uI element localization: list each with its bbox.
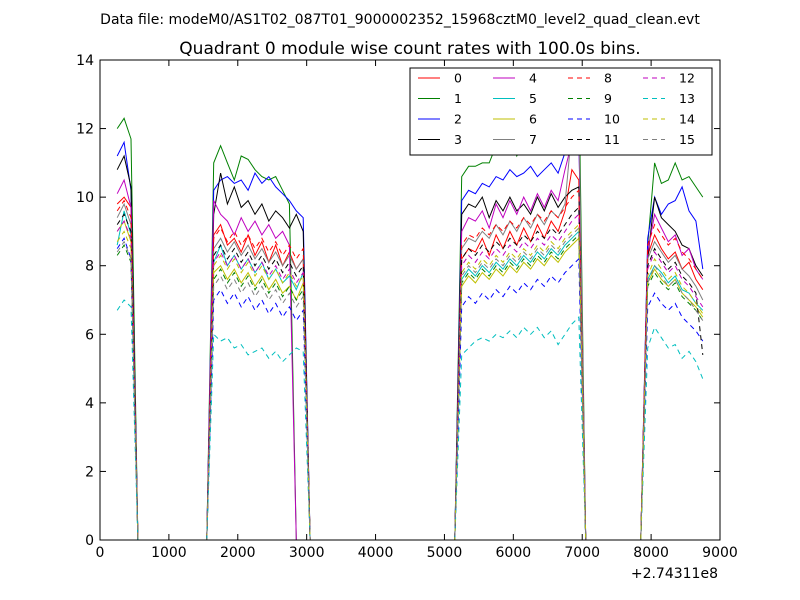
x-tick-label: 7000 [564,545,600,561]
legend-label-1: 1 [454,91,462,106]
legend-label-3: 3 [454,132,462,147]
y-tick-label: 12 [76,122,94,138]
legend-label-4: 4 [529,71,537,86]
series-line-14 [116,223,704,541]
series-line-6 [116,219,704,541]
legend-label-7: 7 [529,132,537,147]
x-tick-label: 4000 [358,545,394,561]
series-line-11 [116,206,704,541]
legend-label-8: 8 [604,71,612,86]
legend-label-0: 0 [454,71,462,86]
plot-frame [99,59,721,541]
series-line-8 [116,189,704,541]
legend-label-2: 2 [454,112,462,127]
legend-label-5: 5 [529,91,537,106]
y-tick-label: 6 [85,327,94,343]
x-tick-label: 1000 [151,545,187,561]
x-tick-label: 5000 [427,545,463,561]
legend-label-13: 13 [679,91,695,106]
legend-label-12: 12 [679,71,695,86]
series-line-2 [116,130,704,541]
x-tick-label: 2000 [220,545,256,561]
series-line-15 [116,226,704,541]
legend-label-6: 6 [529,112,537,127]
series-line-0 [116,168,704,541]
legend-label-9: 9 [604,91,612,106]
y-tick-label: 0 [85,533,94,549]
x-tick-label: 8000 [633,545,669,561]
y-tick-label: 8 [85,259,94,275]
axis-ticks: 0 1000 2000 3000 4000 5000 6000 7000 8000 9000 0 2 4… [76,53,738,561]
legend-box [409,67,713,156]
x-tick-label: 0 [96,545,105,561]
x-tick-label: 6000 [496,545,532,561]
series-line-12 [116,213,704,541]
series-line-10 [116,237,704,541]
series-line-5 [116,210,704,541]
series-line-3 [116,154,704,541]
series-line-4 [116,128,704,541]
x-tick-label: 9000 [702,545,738,561]
y-tick-label: 4 [85,396,94,412]
y-tick-label: 14 [76,53,94,69]
legend-label-10: 10 [604,112,620,127]
series-line-13 [116,299,704,541]
series-line-9 [116,233,704,541]
y-tick-label: 2 [85,464,94,480]
legend-label-14: 14 [679,112,695,127]
legend-label-11: 11 [604,132,620,147]
y-tick-label: 10 [76,190,94,206]
suptitle: Data file: modeM0/AS1T02_087T01_90000023… [100,12,700,28]
series-line-7 [116,111,704,541]
legend-label-15: 15 [679,132,695,147]
x-tick-label: 3000 [289,545,325,561]
chart-title: Quadrant 0 module wise count rates with … [179,39,640,59]
x-offset-label: +2.74311e8 [631,566,718,582]
